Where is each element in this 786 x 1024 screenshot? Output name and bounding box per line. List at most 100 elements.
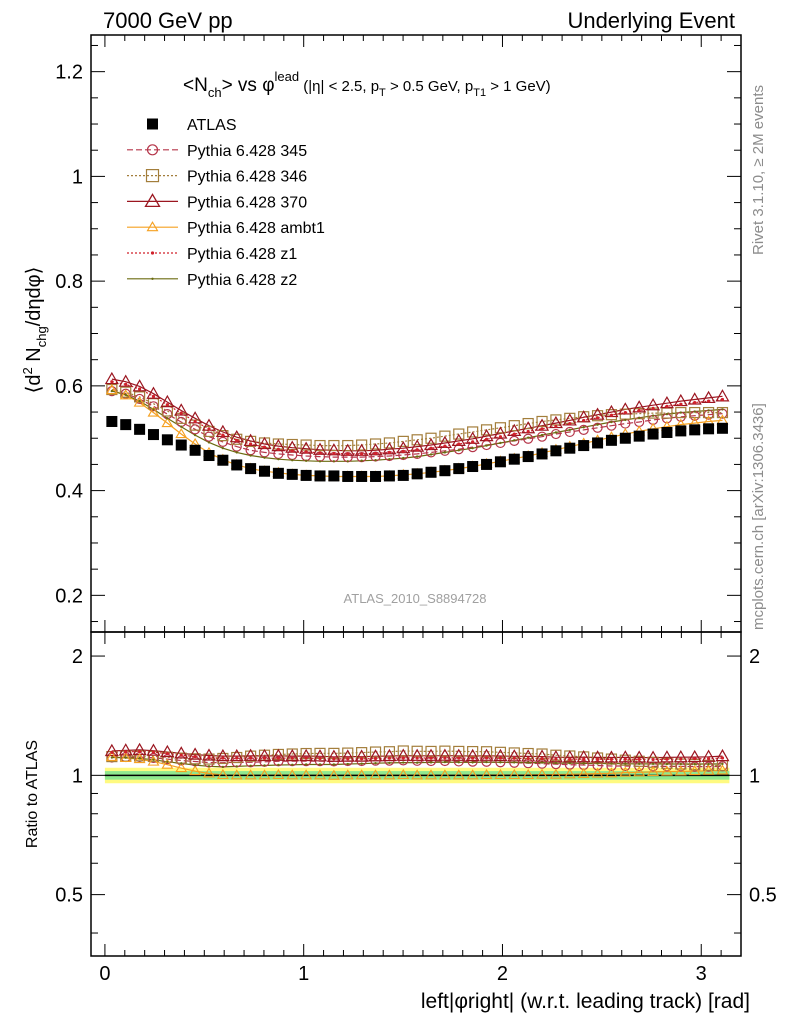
legend-entry-p345: Pythia 6.428 345 — [127, 143, 307, 160]
ratio-point-z1 — [665, 757, 669, 761]
ratio-point-z1 — [179, 753, 183, 757]
point-atlas — [147, 429, 159, 441]
point-p345 — [578, 424, 589, 435]
ratio-point-z2 — [471, 761, 474, 764]
point-atlas — [494, 456, 506, 468]
point-p346 — [300, 439, 312, 451]
ratio-point-z2 — [665, 762, 669, 766]
point-p345 — [523, 433, 534, 444]
ratio-point-ambt1 — [300, 769, 313, 780]
legend-marker — [151, 277, 154, 280]
ratio-point-z2 — [513, 761, 516, 764]
ratio-point-z1 — [526, 756, 530, 761]
point-z2 — [166, 417, 169, 420]
ratio-point-ambt1 — [175, 762, 188, 773]
ratio-point-p370 — [576, 750, 591, 763]
point-ambt1 — [105, 383, 118, 395]
point-z2 — [568, 428, 571, 432]
point-z1 — [138, 387, 142, 391]
ratio-point-z2 — [221, 765, 225, 769]
point-ambt1 — [147, 406, 160, 417]
point-ambt1 — [175, 427, 188, 439]
legend-marker — [146, 144, 159, 156]
point-p346 — [494, 422, 507, 434]
ratio-point-p370 — [257, 748, 272, 762]
point-atlas — [647, 428, 659, 440]
ratio-frame — [90, 631, 742, 957]
ratio-point-p370 — [201, 748, 217, 761]
ratio-point-ambt1 — [716, 764, 729, 775]
ratio-point-ambt1 — [203, 767, 215, 778]
point-z2 — [637, 416, 641, 420]
ratio-point-z2 — [346, 762, 349, 766]
point-z1 — [637, 408, 641, 413]
point-atlas — [716, 422, 728, 434]
point-p346 — [480, 424, 493, 436]
legend-entry-p346: Pythia 6.428 346 — [127, 169, 307, 186]
ratio-point-z1 — [360, 757, 364, 761]
ratio-point-p370 — [410, 748, 425, 761]
point-z1 — [165, 403, 169, 407]
point-z1 — [387, 450, 392, 454]
ratio-point-z1 — [595, 757, 600, 761]
ratio-point-ambt1 — [327, 769, 340, 780]
ratio-point-ambt1 — [341, 769, 354, 780]
ratio-point-z2 — [180, 762, 183, 765]
legend-entry-p370: Pythia 6.428 370 — [127, 193, 307, 211]
legend-label: Pythia 6.428 346 — [187, 169, 307, 186]
legend-marker — [147, 118, 158, 130]
point-atlas — [661, 426, 673, 438]
ratio-point-ambt1 — [258, 769, 271, 780]
ratio-point-z2 — [610, 762, 613, 765]
ratio-point-z1 — [498, 756, 503, 760]
ratio-point-ambt1 — [688, 765, 701, 776]
x-axis-label: left|φright| (w.r.t. leading track) [rad… — [421, 990, 750, 1013]
point-atlas — [245, 463, 257, 475]
point-p346 — [245, 435, 257, 447]
ratio-point-ambt1 — [230, 769, 243, 780]
point-atlas — [689, 424, 701, 436]
point-atlas — [383, 470, 395, 482]
ratio-point-ambt1 — [397, 768, 410, 780]
ratio-point-p346 — [702, 759, 715, 771]
point-p346 — [536, 415, 548, 428]
point-z2 — [707, 409, 710, 412]
ratio-point-ambt1 — [619, 766, 632, 777]
ratio-point-z2 — [457, 761, 460, 764]
ratio-point-p370 — [646, 750, 661, 763]
point-z2 — [207, 441, 211, 444]
point-z1 — [554, 424, 558, 428]
ratio-point-p346 — [411, 745, 423, 757]
ratio-point-z2 — [388, 761, 391, 765]
ratio-point-ambt1 — [355, 769, 368, 780]
point-atlas — [439, 465, 451, 477]
ratio-point-p370 — [299, 748, 314, 762]
ratio-point-z1 — [276, 756, 280, 760]
point-z1 — [429, 446, 433, 450]
point-p346 — [591, 410, 604, 422]
point-atlas — [578, 440, 590, 452]
point-p346 — [675, 406, 687, 419]
y-tick-label-ratio-right: 1 — [749, 765, 760, 787]
ratio-point-z1 — [138, 749, 142, 754]
ratio-point-z2 — [263, 764, 266, 767]
ratio-point-z1 — [235, 756, 239, 760]
ratio-point-z1 — [401, 756, 405, 760]
ratio-point-ambt1 — [549, 768, 562, 779]
point-z2 — [277, 457, 280, 461]
legend: ATLAS Pythia 6.428 345 Pythia 6.428 346 Pyt… — [127, 117, 325, 289]
point-z2 — [110, 389, 114, 393]
point-p346 — [342, 439, 354, 452]
point-atlas — [217, 454, 229, 466]
ratio-point-z2 — [402, 761, 405, 764]
ratio-point-z2 — [318, 763, 322, 766]
ratio-point-p370 — [215, 748, 230, 762]
ratio-point-z2 — [374, 762, 377, 765]
point-atlas — [231, 459, 243, 471]
ratio-point-ambt1 — [702, 764, 715, 775]
ratio-point-z2 — [637, 762, 641, 766]
point-z2 — [291, 459, 294, 462]
ratio-point-ambt1 — [522, 768, 535, 780]
point-atlas — [592, 437, 604, 449]
point-z2 — [679, 411, 683, 414]
